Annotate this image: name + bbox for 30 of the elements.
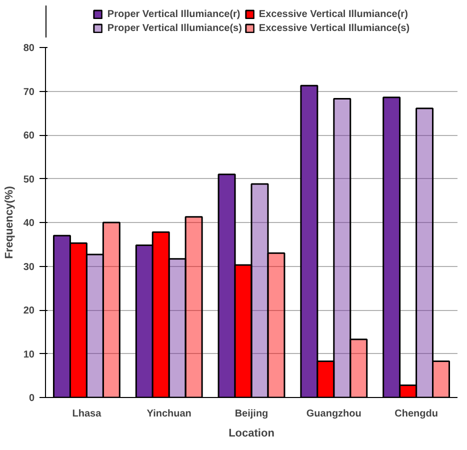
y-tick-label: 80 <box>23 43 35 54</box>
y-tick-label: 60 <box>23 130 35 142</box>
bar <box>333 98 352 398</box>
x-tick-label: Beijing <box>234 408 268 420</box>
bar <box>350 338 368 398</box>
x-tick-label: Chengdu <box>394 408 438 420</box>
bar <box>416 108 434 398</box>
bar <box>168 258 186 398</box>
y-tick-label: 30 <box>23 262 35 273</box>
bar <box>184 216 203 398</box>
x-tick-label: Yinchuan <box>146 408 192 420</box>
x-tick-label: Guangzhou <box>306 408 362 420</box>
y-tick-label: 40 <box>23 218 35 229</box>
bar <box>267 252 286 398</box>
x-tick-label: Lhasa <box>72 408 102 420</box>
legend-label: Proper Vertical Illumiance(s) <box>107 22 242 34</box>
bar <box>102 222 120 398</box>
y-tick-label: 70 <box>23 86 35 98</box>
bar <box>250 183 269 398</box>
bar <box>86 254 104 398</box>
y-tick-label: 50 <box>23 174 35 186</box>
y-tick-label: 10 <box>23 349 35 360</box>
legend-label: Excessive Vertical Illumiance(s) <box>258 22 410 34</box>
y-tick-label: 20 <box>23 306 35 316</box>
x-axis-title: Location <box>228 428 275 440</box>
bar <box>432 360 450 398</box>
legend-label: Proper Vertical Illumiance(r) <box>107 8 240 20</box>
y-axis-title: Frequency(%) <box>3 186 16 259</box>
legend-label: Excessive Vertical Illumiance(r) <box>258 8 408 20</box>
y-tick-label: 0 <box>28 393 35 404</box>
